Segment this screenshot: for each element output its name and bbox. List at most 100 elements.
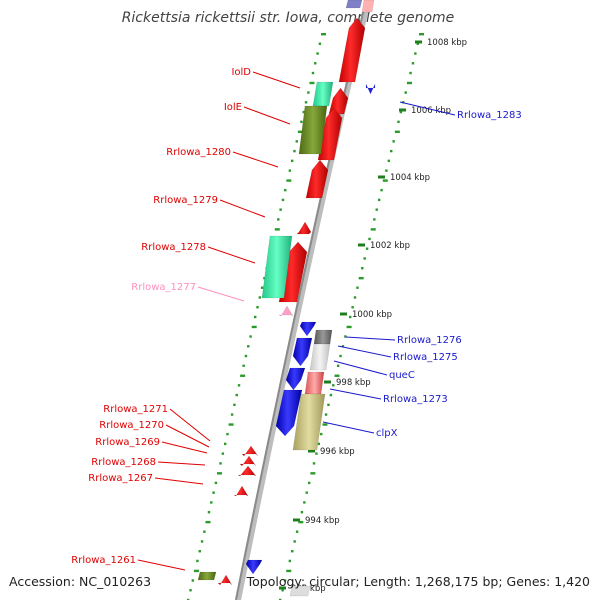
gc-dot-right [288, 559, 292, 563]
gc-dot-right [351, 306, 354, 309]
gene-features [197, 0, 376, 597]
gc-dot-left [221, 452, 225, 455]
label-leader-line [197, 286, 245, 302]
gc-dot-right [349, 315, 352, 319]
gc-dot-left [311, 71, 315, 75]
gc-dot-right [286, 569, 292, 573]
gc-dot-right [291, 550, 294, 553]
gene-reverse [292, 337, 313, 367]
label-leader-line [322, 421, 375, 434]
gc-dot-right [358, 276, 364, 280]
gc-dot-right [312, 462, 316, 465]
gene-forward [239, 455, 257, 467]
scale-tick-label: 1008 kbp [427, 38, 467, 48]
gc-dot-right [332, 384, 335, 387]
label-leader-line [157, 461, 206, 466]
gc-dot-right [406, 81, 412, 85]
gc-dot-left [187, 598, 190, 600]
gene-forward [305, 159, 329, 199]
label-leader-lines [137, 71, 456, 571]
gc-dot-left [251, 325, 257, 329]
gene-forward-pink [278, 305, 294, 317]
gc-dot-right [394, 130, 400, 133]
gene-label: IolE [224, 102, 242, 113]
gc-dot-left [230, 413, 234, 416]
label-leader-line [165, 424, 210, 448]
gc-dot-right [315, 452, 318, 455]
gene-label: Rrlowa_1273 [383, 394, 448, 405]
gc-dot-right [334, 374, 340, 377]
gene-reverse [299, 321, 317, 337]
gc-dot-right [375, 208, 378, 211]
gc-dot-left [279, 208, 282, 211]
gc-dot-right [356, 286, 359, 289]
gc-dot-left [290, 159, 294, 163]
gene-label: IolD [231, 67, 251, 78]
gc-dot-left [316, 52, 319, 55]
gc-dot-left [274, 228, 280, 231]
gc-dot-right [409, 71, 412, 75]
gene-forward [338, 17, 366, 83]
gc-dot-left [203, 530, 206, 533]
gene-label: Rrlowa_1269 [95, 437, 160, 448]
gc-dot-right [320, 432, 323, 436]
gc-dot-right [387, 159, 391, 163]
gc-dot-right [380, 188, 383, 192]
gene-forward [317, 107, 343, 161]
gc-dot-right [303, 501, 306, 504]
gc-dot-left [233, 403, 236, 407]
scale-tick-mark [378, 175, 385, 179]
gc-dot-right [324, 413, 328, 416]
gc-dot-right [305, 491, 308, 494]
gc-dot-left [302, 110, 305, 114]
gc-dot-left [200, 540, 204, 543]
gc-dot-left [256, 306, 259, 309]
gc-dot-right [377, 198, 381, 202]
gc-dot-right [298, 520, 304, 524]
scale-tick-mark [340, 312, 347, 316]
scale-tick-mark [399, 108, 406, 112]
scale-tick-mark [415, 40, 422, 44]
scale-tick-mark [324, 380, 331, 384]
gc-dot-left [207, 510, 211, 514]
gene-label: Rrlowa_1270 [99, 420, 164, 431]
label-leader-line [154, 477, 204, 485]
gc-dot-right [283, 579, 287, 582]
gc-dot-left [281, 198, 285, 202]
label-leader-line [337, 345, 392, 358]
gene-forward [237, 465, 257, 477]
gc-dot-left [247, 345, 250, 348]
gc-dot-right [411, 62, 415, 65]
gene-label: Rrlowa_1277 [131, 282, 196, 293]
label-leader-line [219, 199, 266, 218]
gc-dot-left [244, 354, 248, 358]
gc-dot-right [370, 228, 376, 231]
label-leader-line [333, 360, 388, 376]
gc-dot-right [385, 169, 388, 172]
cog-box [313, 329, 333, 345]
label-leader-line [207, 246, 256, 264]
gc-dot-left [205, 520, 211, 524]
gc-dot-right [341, 345, 345, 348]
gc-dot-right [365, 247, 369, 250]
gc-dot-left [309, 81, 315, 85]
cog-box [298, 105, 328, 155]
gc-dot-left [217, 472, 223, 475]
gc-dot-left [210, 501, 213, 504]
gc-dot-left [198, 550, 201, 553]
scale-tick-label: 998 kbp [336, 378, 371, 388]
scale-tick-mark [279, 586, 286, 590]
label-leader-line [399, 101, 456, 116]
label-leader-line [345, 336, 396, 341]
scale-tick-label: 1002 kbp [370, 241, 410, 251]
gc-dot-left [284, 188, 287, 192]
gc-dot-left [307, 91, 310, 94]
gc-dot-right [353, 296, 357, 299]
gc-dot-left [258, 296, 262, 299]
gene-label: Rrlowa_1268 [91, 457, 156, 468]
gc-dot-right [416, 42, 419, 45]
label-leader-line [232, 151, 279, 168]
gc-dot-right [404, 91, 407, 94]
gc-dot-left [226, 432, 229, 436]
gc-content-tracks [187, 33, 424, 600]
